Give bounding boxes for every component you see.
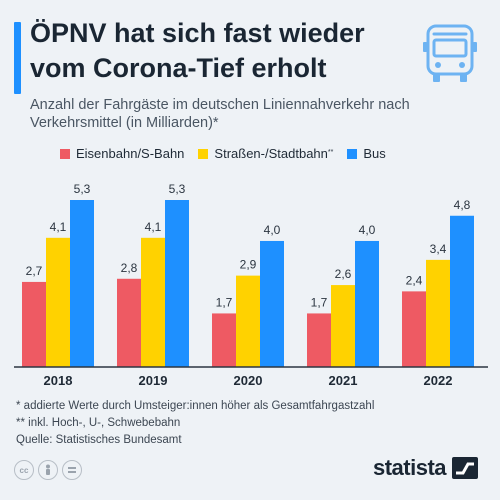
- bar: [260, 240, 284, 367]
- footnote-2: ** inkl. Hoch-, U-, Schwebebahn: [16, 417, 181, 429]
- x-tick-label: 2019: [139, 373, 168, 388]
- cc-icon[interactable]: cc: [14, 460, 34, 480]
- legend-swatch-bus: [347, 148, 358, 159]
- person-icon[interactable]: [38, 460, 58, 480]
- chart-subtitle: Anzahl der Fahrgäste im deutschen Linien…: [30, 97, 410, 131]
- bar: [165, 200, 189, 367]
- data-label: 2,7: [26, 264, 43, 278]
- data-label: 1,7: [216, 295, 233, 309]
- bus-icon: [423, 24, 477, 82]
- bar: [46, 237, 70, 367]
- x-tick-label: 2020: [234, 373, 263, 388]
- bar: [117, 278, 141, 367]
- legend-label-strassenbahn: Straßen-/Stadtbahn: [214, 146, 328, 161]
- data-label: 4,0: [359, 223, 376, 237]
- source-note: Quelle: Statistisches Bundesamt: [16, 434, 182, 446]
- x-tick-label: 2018: [44, 373, 73, 388]
- bar: [212, 313, 236, 367]
- legend-item-eisenbahn: Eisenbahn/S-Bahn: [60, 146, 184, 161]
- legend-item-strassenbahn: Straßen-/Stadtbahn **: [198, 146, 333, 161]
- x-tick-label: 2022: [424, 373, 453, 388]
- data-label: 1,7: [311, 295, 328, 309]
- legend-footnote-mark: **: [327, 149, 334, 156]
- bar: [22, 281, 46, 367]
- data-label: 2,4: [406, 273, 423, 287]
- bar: [236, 275, 260, 367]
- legend-label-eisenbahn: Eisenbahn/S-Bahn: [76, 146, 185, 161]
- legend-label-bus: Bus: [363, 146, 386, 161]
- data-label: 5,3: [169, 182, 186, 196]
- x-tick-label: 2021: [329, 373, 358, 388]
- bar: [402, 291, 426, 367]
- bar: [355, 240, 379, 367]
- data-label: 2,6: [335, 267, 352, 281]
- statista-logo[interactable]: statista: [373, 455, 479, 481]
- data-label: 2,9: [240, 258, 257, 272]
- legend-swatch-strassenbahn: [198, 148, 209, 159]
- bar: [331, 285, 355, 367]
- bar: [450, 215, 474, 367]
- footnote-1: * addierte Werte durch Umsteiger:innen h…: [16, 400, 375, 412]
- accent-bar: [14, 22, 21, 94]
- data-label: 4,1: [50, 220, 67, 234]
- footnotes: * addierte Werte durch Umsteiger:innen h…: [16, 398, 374, 449]
- data-label: 4,0: [264, 223, 281, 237]
- bar: [426, 259, 450, 367]
- statista-mark-icon: [452, 457, 479, 479]
- brand-name: statista: [373, 455, 447, 480]
- data-label: 4,8: [454, 198, 471, 212]
- bar: [307, 313, 331, 367]
- data-label: 3,4: [430, 242, 447, 256]
- legend-item-bus: Bus: [347, 146, 386, 161]
- equals-icon[interactable]: [62, 460, 82, 480]
- legend-swatch-eisenbahn: [60, 148, 70, 159]
- bar: [70, 200, 94, 367]
- legend: Eisenbahn/S-Bahn Straßen-/Stadtbahn ** Bu…: [60, 146, 400, 161]
- bar: [141, 237, 165, 367]
- license-icons: cc: [14, 460, 86, 480]
- chart-title: ÖPNV hat sich fast wieder vom Corona-Tie…: [30, 18, 365, 83]
- data-label: 2,8: [121, 261, 138, 275]
- data-label: 4,1: [145, 220, 162, 234]
- data-label: 5,3: [74, 182, 91, 196]
